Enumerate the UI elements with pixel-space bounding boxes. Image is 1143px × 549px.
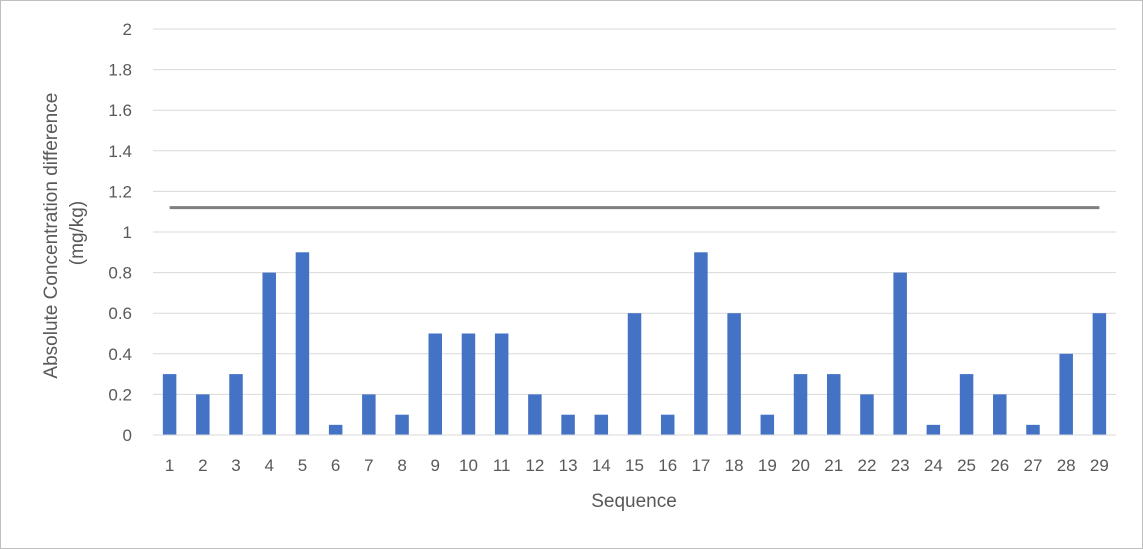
- y-tick-label: 2: [123, 20, 132, 39]
- x-tick-label: 25: [957, 456, 976, 475]
- bar: [428, 333, 443, 435]
- x-tick-label: 28: [1057, 456, 1076, 475]
- y-tick-label: 0: [123, 426, 132, 445]
- bar: [1026, 424, 1040, 435]
- x-tick-label: 11: [493, 456, 511, 475]
- bar: [229, 374, 243, 435]
- bar: [1059, 353, 1073, 435]
- y-tick-label: 0.4: [108, 345, 132, 364]
- y-tick-label: 1: [123, 223, 132, 242]
- bar: [660, 414, 675, 435]
- bar: [362, 394, 376, 435]
- y-tick-label: 1.8: [108, 61, 132, 80]
- x-axis-ticks: 1 2 3 4 5 6 7 8 9 10 11 12 13 14 15 16 17 18 19 20 21 22 23 24 2…: [165, 456, 1109, 475]
- y-tick-label: 1.4: [108, 142, 132, 161]
- bar: [594, 414, 609, 435]
- x-tick-label: 10: [459, 456, 478, 475]
- x-tick-label: 13: [559, 456, 578, 475]
- y-axis-title-line-2: (mg/kg): [67, 201, 88, 265]
- bar: [860, 394, 874, 435]
- bar: [561, 414, 575, 435]
- y-tick-label: 1.2: [108, 182, 132, 201]
- bar: [196, 394, 210, 435]
- bar: [926, 424, 941, 435]
- x-tick-label: 18: [725, 456, 744, 475]
- bar: [760, 414, 775, 435]
- bar: [826, 374, 841, 435]
- y-tick-label: 0.2: [108, 385, 132, 404]
- y-axis-title-line-1: Absolute Concentration difference: [41, 93, 62, 379]
- x-tick-label: 15: [625, 456, 644, 475]
- x-tick-label: 21: [824, 456, 843, 475]
- bars: [162, 252, 1107, 435]
- gridlines: [153, 28, 1116, 395]
- x-tick-label: 5: [298, 456, 307, 475]
- x-tick-label: 14: [592, 456, 611, 475]
- bar: [162, 374, 177, 435]
- bar: [959, 374, 974, 435]
- x-tick-label: 6: [331, 456, 340, 475]
- x-tick-label: 2: [198, 456, 207, 475]
- x-tick-label: 12: [525, 456, 544, 475]
- x-tick-label: 26: [990, 456, 1009, 475]
- x-tick-label: 23: [891, 456, 910, 475]
- x-tick-label: 7: [364, 456, 373, 475]
- bar: [893, 272, 907, 435]
- bar: [395, 414, 409, 435]
- y-axis-ticks: 0 0.2 0.4 0.6 0.8 1 1.2 1.4 1.6 1.8 2: [108, 20, 132, 445]
- bar: [1092, 313, 1107, 435]
- bar: [993, 394, 1007, 435]
- bar: [295, 252, 310, 435]
- x-tick-label: 20: [791, 456, 810, 475]
- x-tick-label: 8: [397, 456, 406, 475]
- y-tick-label: 0.6: [108, 304, 132, 323]
- bar: [494, 333, 509, 435]
- bar: [727, 313, 741, 435]
- y-axis-title: Absolute Concentration difference (mg/kg…: [41, 87, 88, 378]
- bar: [528, 394, 542, 435]
- y-tick-label: 0.8: [108, 264, 132, 283]
- bar: [793, 374, 808, 435]
- x-tick-label: 17: [691, 456, 710, 475]
- x-axis-title: Sequence: [591, 491, 677, 512]
- bar: [328, 424, 343, 435]
- y-tick-label: 1.6: [108, 101, 132, 120]
- x-tick-label: 16: [658, 456, 677, 475]
- bar: [694, 252, 708, 435]
- x-tick-label: 19: [758, 456, 777, 475]
- x-tick-label: 4: [264, 456, 273, 475]
- x-tick-label: 27: [1024, 456, 1043, 475]
- x-tick-label: 29: [1090, 456, 1109, 475]
- bar: [627, 313, 642, 435]
- bar: [262, 272, 276, 435]
- x-tick-label: 9: [431, 456, 440, 475]
- x-tick-label: 3: [231, 456, 240, 475]
- bar: [461, 333, 476, 435]
- x-tick-label: 1: [165, 456, 174, 475]
- x-tick-label: 22: [857, 456, 876, 475]
- x-tick-label: 24: [924, 456, 943, 475]
